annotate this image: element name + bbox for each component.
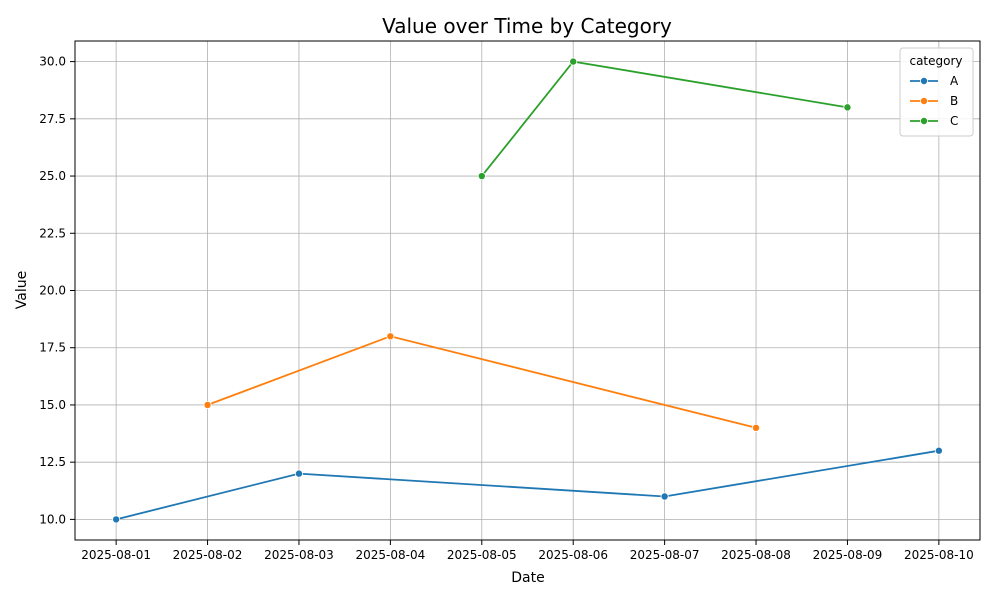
legend-item-a: A — [910, 74, 959, 88]
data-point — [569, 57, 578, 66]
series-c — [477, 57, 852, 181]
data-point — [752, 423, 761, 432]
data-point — [112, 515, 121, 524]
series-a — [112, 446, 943, 524]
x-tick-label: 2025-08-02 — [173, 548, 243, 562]
chart-title: Value over Time by Category — [382, 14, 672, 38]
data-point — [203, 400, 212, 409]
y-tick-label: 15.0 — [39, 398, 66, 412]
y-tick-label: 10.0 — [39, 512, 66, 526]
legend-title: category — [909, 54, 962, 68]
legend-marker — [920, 97, 929, 106]
legend: category ABC — [899, 47, 974, 137]
y-tick-label: 30.0 — [39, 55, 66, 69]
grid — [75, 41, 980, 540]
y-tick-label: 17.5 — [39, 341, 66, 355]
legend-items: ABC — [910, 74, 959, 128]
x-tick-label: 2025-08-08 — [721, 548, 791, 562]
data-point — [934, 446, 943, 455]
legend-item-c: C — [910, 114, 958, 128]
legend-label: A — [950, 74, 959, 88]
series-group — [112, 57, 943, 524]
data-point — [660, 492, 669, 501]
x-tick-label: 2025-08-01 — [81, 548, 151, 562]
y-axis: 10.0 12.5 15.0 17.5 20.0 22.5 25.0 27.5 30.0 — [39, 55, 75, 526]
x-tick-label: 2025-08-10 — [904, 548, 974, 562]
y-tick-label: 27.5 — [39, 112, 66, 126]
y-tick-label: 20.0 — [39, 284, 66, 298]
x-tick-label: 2025-08-03 — [264, 548, 334, 562]
legend-label: C — [950, 114, 958, 128]
data-point — [294, 469, 303, 478]
x-axis: 2025-08-01 2025-08-02 2025-08-03 2025-08-04… — [81, 540, 974, 562]
x-tick-label: 2025-08-05 — [447, 548, 517, 562]
legend-label: B — [950, 94, 958, 108]
legend-box — [899, 47, 974, 137]
x-tick-label: 2025-08-04 — [356, 548, 426, 562]
series-line — [115, 449, 940, 521]
series-b — [203, 332, 761, 432]
legend-item-b: B — [910, 94, 958, 108]
data-point — [843, 103, 852, 112]
y-tick-label: 25.0 — [39, 169, 66, 183]
y-tick-label: 12.5 — [39, 455, 66, 469]
x-tick-label: 2025-08-09 — [813, 548, 883, 562]
x-tick-label: 2025-08-07 — [630, 548, 700, 562]
y-axis-label: Value — [14, 271, 30, 309]
legend-marker — [920, 117, 929, 126]
data-point — [386, 332, 395, 341]
legend-marker — [920, 77, 929, 86]
x-axis-label: Date — [511, 570, 544, 586]
x-tick-label: 2025-08-06 — [538, 548, 608, 562]
y-tick-label: 22.5 — [39, 226, 66, 240]
data-point — [477, 172, 486, 181]
